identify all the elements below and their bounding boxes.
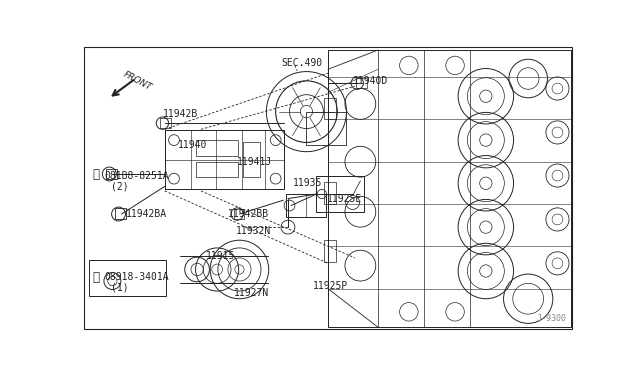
Bar: [324, 98, 336, 119]
Bar: [243, 142, 260, 177]
Text: 11942BB: 11942BB: [228, 209, 269, 219]
Bar: [164, 130, 284, 189]
Bar: [316, 176, 364, 212]
Text: (2): (2): [111, 181, 129, 191]
Bar: [234, 209, 244, 219]
Bar: [106, 169, 117, 179]
Text: 081B8-8251A: 081B8-8251A: [105, 170, 170, 180]
Bar: [324, 240, 336, 262]
Text: 11942BA: 11942BA: [126, 209, 168, 219]
Text: 08918-3401A: 08918-3401A: [105, 272, 170, 282]
Text: 11940D: 11940D: [353, 76, 388, 86]
Bar: [285, 194, 326, 217]
Bar: [115, 208, 126, 219]
Bar: [356, 78, 367, 88]
Text: Ⓑ: Ⓑ: [92, 167, 99, 180]
Text: J-9300: J-9300: [537, 314, 566, 323]
Text: Ⓝ: Ⓝ: [92, 271, 99, 284]
Text: 11941J: 11941J: [237, 157, 273, 167]
Text: 11935: 11935: [293, 178, 323, 188]
Bar: [90, 260, 166, 296]
Text: SEC.490: SEC.490: [282, 58, 323, 68]
Bar: [324, 183, 336, 204]
Text: 11927N: 11927N: [234, 288, 269, 298]
Text: FRONT: FRONT: [122, 70, 153, 92]
Bar: [160, 118, 171, 128]
Text: 11925E: 11925E: [326, 194, 362, 203]
Text: (1): (1): [111, 283, 129, 293]
Bar: [196, 162, 238, 177]
Text: 11925P: 11925P: [312, 282, 348, 291]
Text: 11915: 11915: [206, 251, 236, 261]
Text: 11932N: 11932N: [236, 226, 271, 236]
Text: 11940: 11940: [178, 140, 207, 150]
Bar: [196, 140, 238, 155]
Bar: [307, 112, 346, 145]
Text: 11942B: 11942B: [163, 109, 198, 119]
